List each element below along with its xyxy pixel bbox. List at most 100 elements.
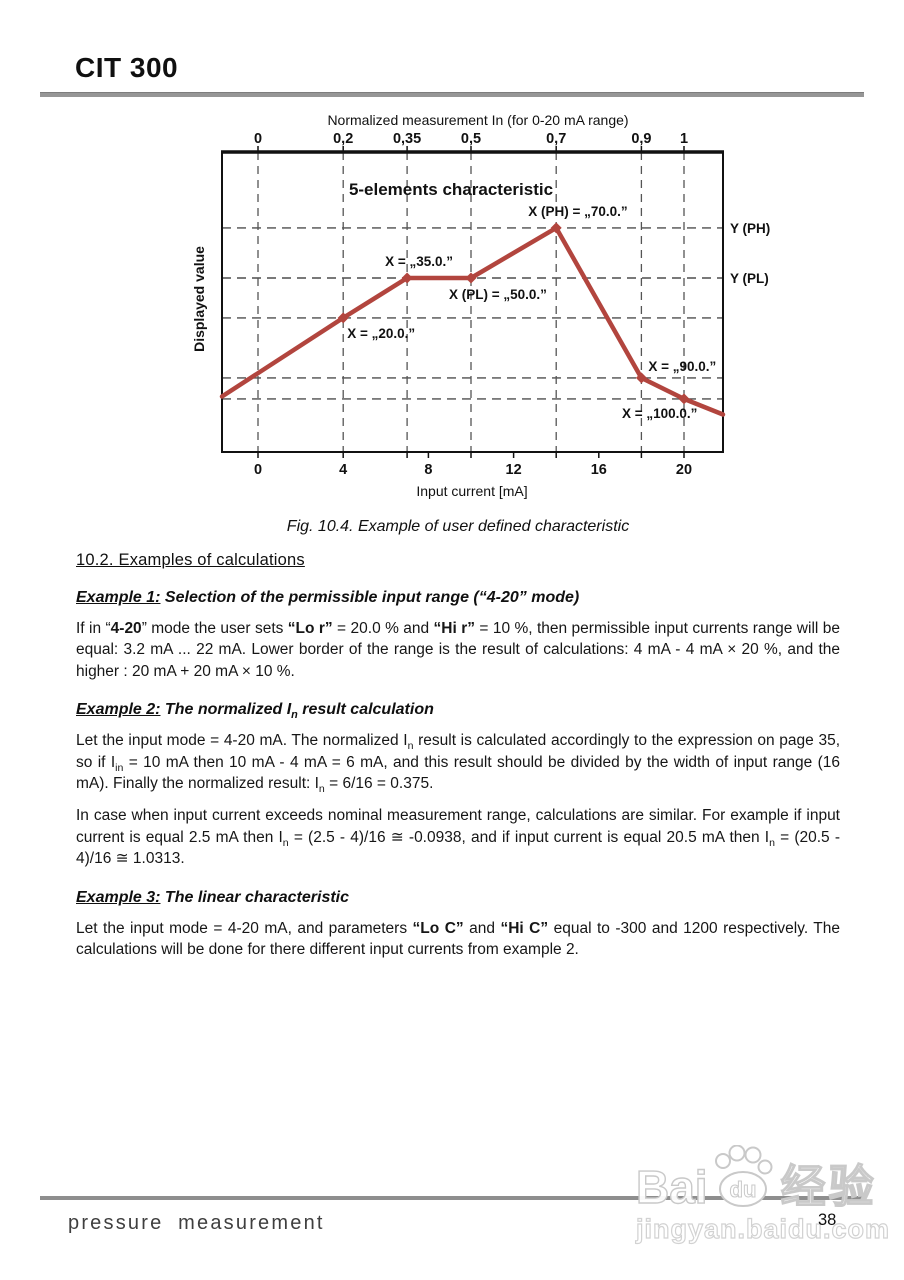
- paw-icon: du: [714, 1145, 773, 1207]
- example-block-3: Example 3: The linear characteristic Let …: [76, 889, 840, 961]
- example-label: Example 3:: [76, 888, 161, 906]
- paw-toe: [714, 1153, 731, 1169]
- watermark-text-cn: 经验: [780, 1161, 877, 1212]
- text-subscript: n: [291, 709, 298, 722]
- paw-palm: [718, 1171, 767, 1207]
- text-run: In case when input current exceeds nomin…: [76, 807, 840, 846]
- example-label: Example 2:: [76, 701, 161, 719]
- text-run: ” mode the user sets: [141, 620, 288, 637]
- example-title: The normalized In result calculation: [160, 701, 434, 722]
- characteristic-chart: X = „20.0.” X = „35.0.” X (PL) = „50.0.” X …: [190, 106, 790, 508]
- watermark-text-bai: Bai: [635, 1161, 708, 1213]
- text-subscript: n: [282, 836, 289, 849]
- example-title: Selection of the permissible input range…: [160, 589, 579, 606]
- bottom-tick-label: 16: [591, 462, 607, 478]
- paw-toe: [744, 1146, 762, 1164]
- text-run: The normalized I: [160, 701, 292, 719]
- data-point-marker: [678, 393, 690, 405]
- text-run: result calculation: [297, 701, 434, 719]
- example-paragraph: Let the input mode = 4-20 mA. The normal…: [76, 730, 840, 794]
- data-point-label: X (PH) = „70.0.”: [528, 204, 627, 219]
- characteristic-line: [219, 225, 726, 417]
- bottom-tick-label: 4: [339, 462, 347, 478]
- text-subscript: n: [407, 740, 414, 753]
- example-heading: Example 2: The normalized In result calc…: [76, 701, 840, 722]
- paw-toe: [757, 1159, 773, 1175]
- top-tick-label: 0,2: [333, 131, 353, 147]
- chart-canvas: X = „20.0.” X = „35.0.” X (PL) = „50.0.” X …: [191, 112, 770, 499]
- right-axis-label: Y (PL): [730, 271, 769, 286]
- header-rule: [40, 92, 864, 97]
- data-point-marker: [465, 272, 477, 284]
- data-point-label: X (PL) = „50.0.”: [449, 287, 547, 302]
- text-run: Let the input mode = 4-20 mA, and parame…: [76, 919, 413, 937]
- text-run: If in “: [76, 620, 111, 637]
- top-tick-label: 0: [254, 131, 262, 147]
- right-axis-label: Y (PH): [730, 221, 770, 236]
- text-bold-run: “Hi r”: [433, 620, 475, 637]
- watermark-logo: Bai du 经验: [635, 1143, 890, 1213]
- bottom-tick-label: 8: [424, 462, 432, 478]
- text-subscript: n: [769, 836, 775, 849]
- text-run: Selection of the permissible input range…: [160, 589, 580, 606]
- data-point-label: X = „35.0.”: [385, 254, 453, 269]
- data-point-marker: [337, 312, 349, 324]
- content: Fig. 10.4. Example of user defined chara…: [76, 518, 840, 960]
- data-point-marker: [635, 372, 647, 384]
- figure-caption: Fig. 10.4. Example of user defined chara…: [286, 518, 630, 535]
- text-run: and: [463, 919, 501, 937]
- text-run: equal to -300 and 1200 respectively. The…: [76, 919, 841, 959]
- top-tick-label: 1: [680, 131, 688, 147]
- example-heading: Example 1: Selection of the permissible …: [76, 589, 840, 607]
- page-number: 38: [818, 1211, 837, 1229]
- bottom-tick-label: 20: [676, 462, 692, 478]
- top-tick-label: 0,35: [393, 131, 421, 147]
- left-axis-label: Displayed value: [191, 246, 207, 352]
- data-point-marker: [401, 272, 413, 284]
- text-run: = (20.5 - 4)/16 ≅ 1.0313.: [76, 828, 841, 868]
- top-tick-label: 0,7: [546, 131, 566, 147]
- bottom-axis-label: Input current [mA]: [416, 483, 527, 499]
- data-point-marker: [550, 222, 562, 234]
- top-axis-label: Normalized measurement In (for 0-20 mA r…: [327, 112, 628, 128]
- text-run: result is calculated accordingly to the …: [76, 732, 840, 771]
- text-run: = 20.0 % and: [332, 620, 434, 637]
- example-paragraph: Let the input mode = 4-20 mA, and parame…: [76, 918, 840, 961]
- text-run: = 6/16 = 0.375.: [324, 775, 434, 793]
- data-point-label: X = „100.0.”: [622, 406, 697, 421]
- text-run: = 10 mA then 10 mA - 4 mA = 6 mA, and th…: [76, 753, 840, 793]
- text-subscript: in: [115, 761, 124, 774]
- text-bold-run: “Lo C”: [412, 919, 464, 937]
- examples-container: Example 1: Selection of the permissible …: [76, 589, 840, 960]
- top-tick-label: 0,9: [631, 131, 651, 147]
- bottom-tick-label: 0: [254, 462, 262, 478]
- example-heading: Example 3: The linear characteristic: [76, 889, 840, 907]
- example-title: The linear characteristic: [160, 889, 349, 906]
- text-subscript: n: [318, 783, 325, 796]
- text-bold-run: “Lo r”: [287, 620, 333, 637]
- document-title: CIT 300: [75, 52, 179, 83]
- text-run: Let the input mode = 4-20 mA. The normal…: [76, 732, 408, 750]
- baidu-watermark: Bai du 经验 jingyan.baidu.com: [635, 1143, 891, 1245]
- example-paragraph: If in “4-20” mode the user sets “Lo r” =…: [76, 618, 840, 682]
- example-label: Example 1:: [76, 589, 161, 606]
- bottom-tick-label: 12: [506, 462, 522, 478]
- example-paragraph: In case when input current exceeds nomin…: [76, 805, 840, 869]
- data-point-label: X = „90.0.”: [648, 359, 716, 374]
- text-run: = (2.5 - 4)/16 ≅ -0.0938, and if input c…: [288, 828, 770, 846]
- example-block-2: Example 2: The normalized In result calc…: [76, 701, 840, 869]
- top-tick-label: 0,5: [461, 131, 481, 147]
- section-heading: 10.2. Examples of calculations: [76, 551, 305, 569]
- text-bold-run: “Hi C”: [500, 919, 549, 937]
- example-block-1: Example 1: Selection of the permissible …: [76, 589, 840, 682]
- paw-toe: [728, 1145, 746, 1162]
- text-run: The linear characteristic: [160, 888, 350, 906]
- watermark-url: jingyan.baidu.com: [635, 1213, 891, 1244]
- text-run: = 10 %, then permissible input currents …: [76, 620, 840, 680]
- footer-rule: [40, 1196, 864, 1200]
- data-point-label: X = „20.0.”: [347, 326, 415, 341]
- chart-title: 5-elements characteristic: [349, 180, 553, 199]
- text-bold-run: 4-20: [110, 620, 142, 637]
- footer-brand: pressure measurement: [68, 1212, 325, 1234]
